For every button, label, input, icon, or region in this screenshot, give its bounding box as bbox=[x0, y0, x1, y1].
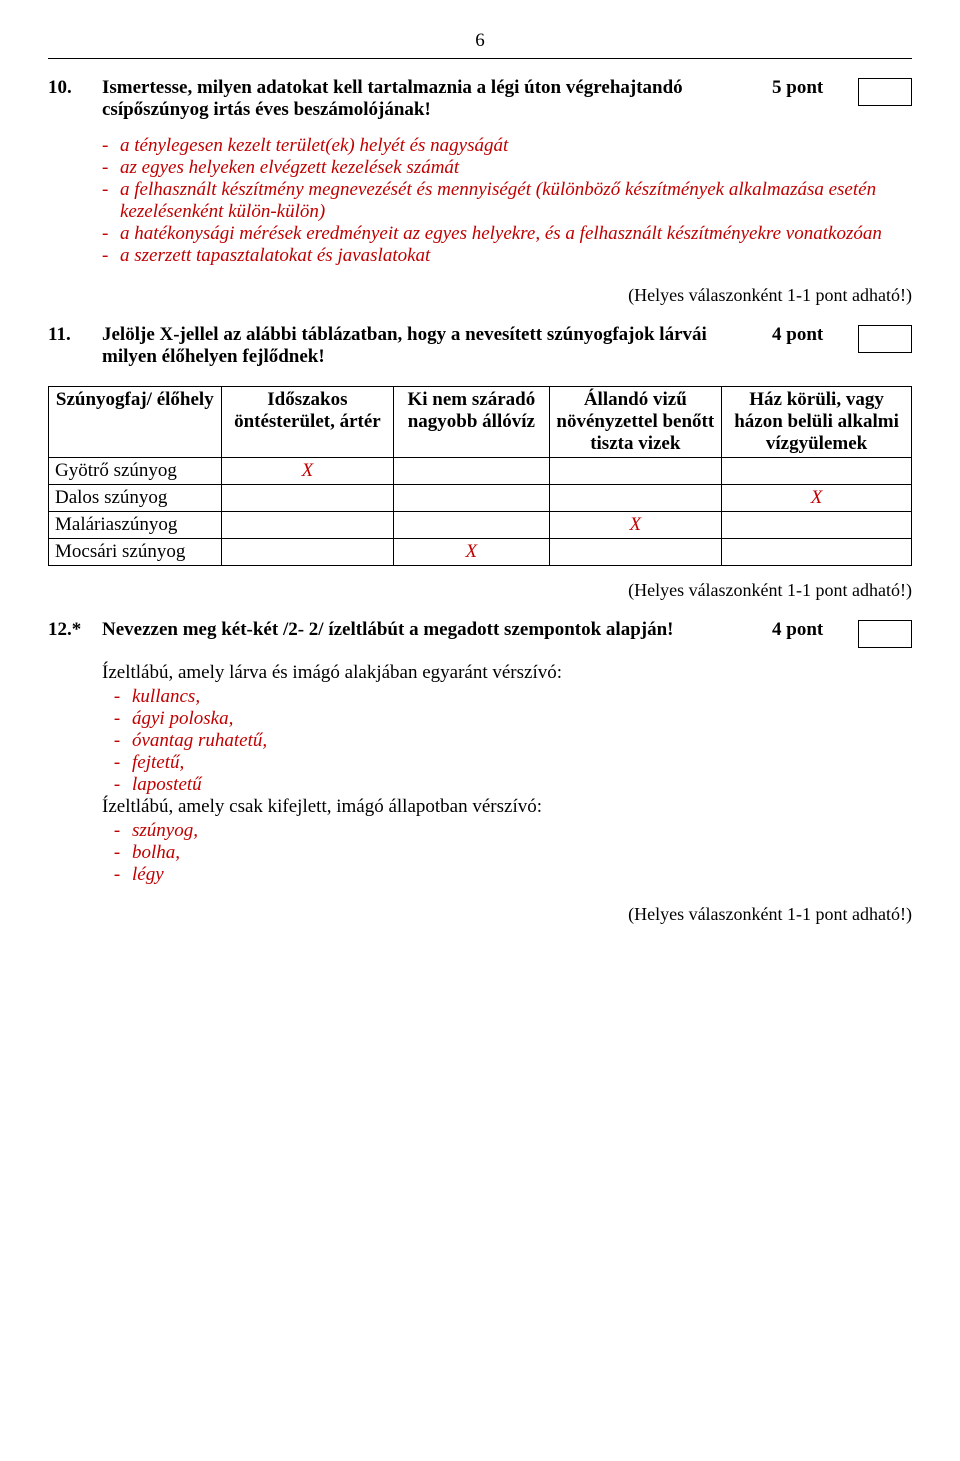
question-12-head: 12.* Nevezzen meg két-két /2- 2/ ízeltlá… bbox=[48, 619, 912, 648]
q12-g1-item-3: óvantag ruhatetű, bbox=[132, 730, 912, 752]
table-cell: X bbox=[722, 485, 912, 512]
table-cell bbox=[549, 485, 722, 512]
table-cell bbox=[722, 512, 912, 539]
question-10-head: 10. Ismertesse, milyen adatokat kell tar… bbox=[48, 77, 912, 121]
table-row: Mocsári szúnyog X bbox=[49, 539, 912, 566]
dash-icon: - bbox=[102, 842, 132, 864]
dash-icon: - bbox=[102, 686, 132, 708]
q12-scorebox[interactable] bbox=[858, 620, 912, 648]
dash-icon: - bbox=[102, 179, 120, 223]
dash-icon: - bbox=[102, 223, 120, 245]
q12-points: 4 pont bbox=[772, 619, 852, 641]
q11-table: Szúnyogfaj/ élőhely Időszakos öntésterül… bbox=[48, 386, 912, 566]
table-row: Gyötrő szúnyog X bbox=[49, 458, 912, 485]
table-cell bbox=[549, 458, 722, 485]
q10-scorebox[interactable] bbox=[858, 78, 912, 106]
q12-g1-item-2: ágyi poloska, bbox=[132, 708, 912, 730]
dash-icon: - bbox=[102, 157, 120, 179]
q10-answer-2: az egyes helyeken elvégzett kezelések sz… bbox=[120, 157, 912, 179]
row-label: Mocsári szúnyog bbox=[49, 539, 222, 566]
col-header-3: Állandó vizű növényzettel benőtt tiszta … bbox=[549, 387, 722, 458]
table-cell: X bbox=[394, 539, 549, 566]
row-label: Maláriaszúnyog bbox=[49, 512, 222, 539]
table-cell bbox=[394, 458, 549, 485]
q12-g1-item-1: kullancs, bbox=[132, 686, 912, 708]
col-header-4: Ház körüli, vagy házon belüli alkalmi ví… bbox=[722, 387, 912, 458]
table-cell bbox=[549, 539, 722, 566]
dash-icon: - bbox=[102, 730, 132, 752]
scoring-note-2: (Helyes válaszonként 1-1 pont adható!) bbox=[48, 580, 912, 601]
table-cell bbox=[221, 539, 394, 566]
page-number: 6 bbox=[48, 30, 912, 52]
dash-icon: - bbox=[102, 752, 132, 774]
table-cell: X bbox=[221, 458, 394, 485]
col-header-0: Szúnyogfaj/ élőhely bbox=[49, 387, 222, 458]
table-cell bbox=[722, 458, 912, 485]
q11-points: 4 pont bbox=[772, 324, 852, 346]
table-cell bbox=[394, 485, 549, 512]
q10-number: 10. bbox=[48, 77, 102, 99]
q10-points: 5 pont bbox=[772, 77, 852, 99]
table-header-row: Szúnyogfaj/ élőhely Időszakos öntésterül… bbox=[49, 387, 912, 458]
table-cell bbox=[221, 512, 394, 539]
top-rule bbox=[48, 58, 912, 59]
col-header-2: Ki nem száradó nagyobb állóvíz bbox=[394, 387, 549, 458]
row-label: Gyötrő szúnyog bbox=[49, 458, 222, 485]
dash-icon: - bbox=[102, 708, 132, 730]
q10-answers: -a ténylegesen kezelt terület(ek) helyét… bbox=[102, 135, 912, 267]
q12-g1-item-5: lapostetű bbox=[132, 774, 912, 796]
dash-icon: - bbox=[102, 820, 132, 842]
scoring-note-3: (Helyes válaszonként 1-1 pont adható!) bbox=[48, 904, 912, 925]
q10-answer-4: a hatékonysági mérések eredményeit az eg… bbox=[120, 223, 912, 245]
question-10: 10. Ismertesse, milyen adatokat kell tar… bbox=[48, 77, 912, 267]
q11-text: Jelölje X-jellel az alábbi táblázatban, … bbox=[102, 324, 772, 368]
table-row: Dalos szúnyog X bbox=[49, 485, 912, 512]
dash-icon: - bbox=[102, 774, 132, 796]
q12-g2-item-2: bolha, bbox=[132, 842, 912, 864]
table-row: Maláriaszúnyog X bbox=[49, 512, 912, 539]
q10-answer-5: a szerzett tapasztalatokat és javaslatok… bbox=[120, 245, 912, 267]
table-cell bbox=[221, 485, 394, 512]
row-label: Dalos szúnyog bbox=[49, 485, 222, 512]
q12-group1-prompt: Ízeltlábú, amely lárva és imágó alakjába… bbox=[102, 662, 912, 684]
q12-text: Nevezzen meg két-két /2- 2/ ízeltlábút a… bbox=[102, 619, 772, 641]
q11-number: 11. bbox=[48, 324, 102, 346]
dash-icon: - bbox=[102, 135, 120, 157]
scoring-note-1: (Helyes válaszonként 1-1 pont adható!) bbox=[48, 285, 912, 306]
q12-number: 12.* bbox=[48, 619, 102, 641]
q11-scorebox[interactable] bbox=[858, 325, 912, 353]
col-header-1: Időszakos öntésterület, ártér bbox=[221, 387, 394, 458]
question-11-head: 11. Jelölje X-jellel az alábbi táblázatb… bbox=[48, 324, 912, 368]
q12-g1-item-4: fejtetű, bbox=[132, 752, 912, 774]
dash-icon: - bbox=[102, 245, 120, 267]
table-cell: X bbox=[549, 512, 722, 539]
table-cell bbox=[394, 512, 549, 539]
question-11: 11. Jelölje X-jellel az alábbi táblázatb… bbox=[48, 324, 912, 368]
q10-answer-1: a ténylegesen kezelt terület(ek) helyét … bbox=[120, 135, 912, 157]
q10-answer-3: a felhasznált készítmény megnevezését és… bbox=[120, 179, 912, 223]
q12-group2-prompt: Ízeltlábú, amely csak kifejlett, imágó á… bbox=[102, 796, 912, 818]
table-cell bbox=[722, 539, 912, 566]
q12-g2-item-1: szúnyog, bbox=[132, 820, 912, 842]
q12-answers: Ízeltlábú, amely lárva és imágó alakjába… bbox=[102, 662, 912, 886]
dash-icon: - bbox=[102, 864, 132, 886]
q10-text: Ismertesse, milyen adatokat kell tartalm… bbox=[102, 77, 772, 121]
question-12: 12.* Nevezzen meg két-két /2- 2/ ízeltlá… bbox=[48, 619, 912, 886]
q12-g2-item-3: légy bbox=[132, 864, 912, 886]
